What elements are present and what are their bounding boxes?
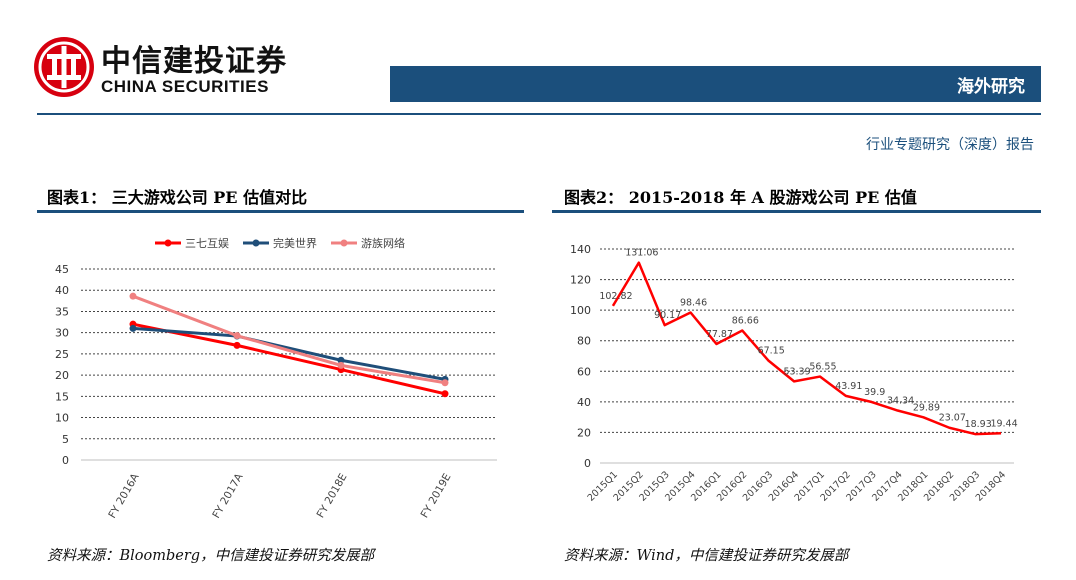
- legend-marker: [340, 239, 348, 247]
- chart2-title-rule: [552, 210, 1041, 213]
- y-tick-label: 30: [55, 327, 69, 340]
- data-label: 39.9: [864, 387, 885, 398]
- y-tick-label: 140: [570, 243, 591, 256]
- y-tick-label: 5: [62, 433, 69, 446]
- data-point: [233, 341, 241, 349]
- y-tick-label: 20: [577, 426, 591, 439]
- data-label: 86.66: [732, 316, 759, 327]
- legend-marker: [252, 239, 260, 247]
- report-type: 行业专题研究（深度）报告: [866, 137, 1034, 153]
- y-tick-label: 10: [55, 412, 69, 425]
- x-tick-label: FY 2016A: [106, 471, 142, 521]
- data-label: 56.55: [809, 362, 836, 373]
- section-header-bar: 海外研究: [390, 66, 1041, 102]
- series-line: [132, 294, 446, 385]
- data-label: 29.89: [913, 402, 940, 413]
- chart2-source: 资料来源：Wind，中信建投证券研究发展部: [564, 548, 849, 564]
- y-tick-label: 35: [55, 305, 69, 318]
- y-tick-label: 60: [577, 365, 591, 378]
- data-point: [233, 332, 241, 340]
- header-divider: [37, 113, 1041, 115]
- data-label: 67.15: [758, 345, 785, 356]
- legend-label: 游族网络: [361, 236, 405, 250]
- company-logo: 中信建投证券 CHINA SECURITIES: [33, 34, 293, 102]
- data-label: 77.87: [706, 329, 733, 340]
- legend-marker: [164, 239, 172, 247]
- data-point: [337, 361, 345, 369]
- y-tick-label: 80: [577, 335, 591, 348]
- data-label: 53.39: [783, 366, 810, 377]
- chart1-source: 资料来源：Bloomberg，中信建投证券研究发展部: [47, 548, 375, 564]
- data-label: 18.93: [965, 419, 992, 430]
- pe-comparison-chart: 0 5 10 15 20 25 30 35 40 45 FY 2016A FY 2017A FY 20…: [55, 236, 497, 521]
- data-label: 19.44: [990, 418, 1017, 429]
- y-tick-label: 15: [55, 390, 69, 403]
- y-tick-label: 25: [55, 348, 69, 361]
- data-label: 43.91: [835, 381, 862, 392]
- x-tick-label: FY 2019E: [419, 472, 454, 521]
- logo-chinese-name: 中信建投证券: [101, 44, 287, 79]
- data-label: 34.34: [887, 396, 914, 407]
- data-label: 98.46: [680, 297, 707, 308]
- china-securities-logo-icon: [34, 37, 94, 97]
- chart2-title: 图表2： 2015-2018 年 A 股游戏公司 PE 估值: [564, 188, 917, 207]
- y-tick-label: 100: [570, 304, 591, 317]
- data-point: [129, 292, 137, 300]
- legend-label: 三七互娱: [185, 236, 229, 250]
- y-tick-label: 45: [55, 263, 69, 276]
- data-point: [337, 356, 345, 364]
- series-line: [611, 261, 1002, 436]
- data-label: 102.82: [599, 291, 632, 302]
- x-tick-label: FY 2017A: [210, 471, 246, 521]
- logo-english-name: CHINA SECURITIES: [101, 77, 269, 96]
- legend-label: 完美世界: [273, 236, 317, 250]
- section-title: 海外研究: [957, 77, 1025, 97]
- data-label: 23.07: [939, 413, 966, 424]
- data-point: [441, 379, 449, 387]
- y-tick-label: 120: [570, 274, 591, 287]
- series-line: [132, 326, 446, 381]
- data-label: 131.06: [625, 248, 658, 259]
- series-line: [132, 322, 446, 396]
- data-point: [129, 324, 137, 332]
- y-tick-label: 20: [55, 369, 69, 382]
- chart1-title-rule: [37, 210, 524, 213]
- y-tick-label: 0: [584, 457, 591, 470]
- y-tick-label: 40: [577, 396, 591, 409]
- data-point: [441, 390, 449, 398]
- chart1-title: 图表1： 三大游戏公司 PE 估值对比: [47, 188, 308, 207]
- data-label: 90.17: [654, 310, 681, 321]
- x-tick-label: FY 2018E: [315, 472, 350, 521]
- y-tick-label: 40: [55, 284, 69, 297]
- y-tick-label: 0: [62, 454, 69, 467]
